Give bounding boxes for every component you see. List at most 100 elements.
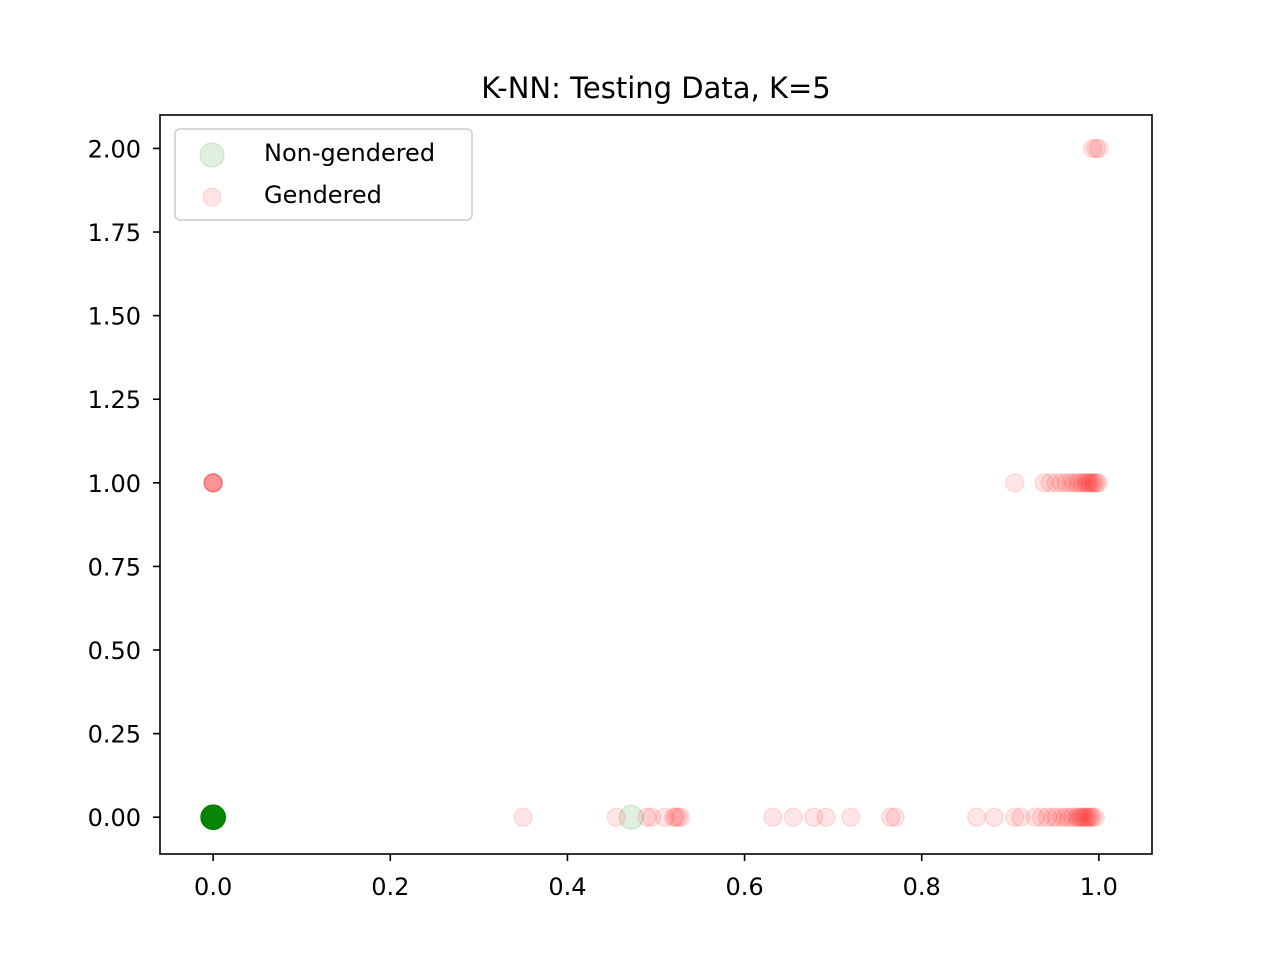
gendered-point	[1086, 473, 1106, 493]
gendered-point	[1070, 807, 1091, 827]
non-gendered-point	[200, 804, 226, 830]
gendered-point	[1082, 807, 1103, 827]
gendered-point	[1037, 807, 1058, 827]
gendered-point	[1081, 473, 1101, 493]
gendered-point	[1058, 807, 1079, 827]
gendered-point	[1025, 807, 1045, 827]
legend-label-gendered: Gendered	[264, 181, 382, 209]
y-tick-label: 0.00	[88, 804, 141, 832]
y-tick-label: 1.50	[88, 303, 141, 331]
gendered-point	[841, 807, 861, 827]
y-tick-label: 2.00	[88, 135, 141, 163]
points-layer	[200, 138, 1109, 830]
gendered-point	[203, 473, 223, 493]
gendered-point	[1011, 807, 1031, 827]
gendered-point	[203, 473, 223, 493]
gendered-point	[763, 807, 783, 827]
gendered-point	[984, 807, 1005, 827]
gendered-point	[1051, 807, 1072, 827]
gendered-point	[1046, 473, 1067, 493]
non-gendered-point	[200, 804, 226, 830]
legend: Non-gendered Gendered	[174, 128, 473, 221]
plot-frame	[159, 114, 1153, 855]
gendered-point	[1062, 807, 1083, 827]
gendered-point	[671, 807, 691, 827]
x-axis: 0.0 0.2 0.4 0.6 0.8 1.0	[194, 854, 1118, 901]
non-gendered-point	[200, 804, 226, 830]
gendered-point	[1040, 473, 1060, 493]
y-tick-label: 1.00	[88, 470, 141, 498]
gendered-point	[665, 807, 686, 827]
gendered-point	[1034, 473, 1054, 493]
gendered-point	[1085, 807, 1106, 827]
y-tick-label: 0.75	[88, 553, 141, 581]
non-gendered-point	[200, 804, 226, 830]
non-gendered-point	[200, 804, 226, 830]
gendered-point	[606, 807, 626, 827]
gendered-point	[1081, 807, 1101, 827]
non-gendered-point	[200, 804, 226, 830]
gendered-point	[1082, 138, 1103, 159]
non-gendered-point	[200, 804, 226, 830]
gendered-point	[783, 807, 804, 827]
x-tick-label: 0.2	[371, 873, 409, 901]
gendered-point	[203, 473, 223, 493]
gendered-point	[1066, 807, 1086, 827]
plot-area	[160, 115, 1152, 854]
gendered-point	[1072, 807, 1092, 827]
gendered-point	[1079, 473, 1099, 493]
non-gendered-point	[200, 804, 226, 830]
legend-marker-gendered	[202, 187, 222, 207]
gendered-point	[816, 807, 836, 827]
non-gendered-point	[200, 804, 226, 830]
y-tick-label: 1.75	[88, 219, 141, 247]
non-gendered-point	[200, 804, 226, 830]
gendered-point	[1051, 473, 1072, 493]
non-gendered-point	[200, 804, 226, 830]
non-gendered-point	[200, 804, 226, 830]
gendered-point	[966, 807, 987, 827]
y-tick-label: 0.25	[88, 721, 141, 749]
gendered-point	[1004, 807, 1025, 827]
x-tick-label: 0.8	[903, 873, 941, 901]
x-tick-label: 0.0	[194, 873, 232, 901]
gendered-point	[1056, 473, 1076, 493]
gendered-point	[1075, 473, 1096, 493]
gendered-point	[1089, 138, 1109, 159]
gendered-point	[1073, 473, 1093, 493]
gendered-point	[1074, 807, 1094, 827]
gendered-point	[637, 807, 657, 827]
gendered-point	[1082, 473, 1103, 493]
gendered-point	[1055, 807, 1075, 827]
legend-label-non-gendered: Non-gendered	[264, 139, 435, 167]
gendered-point	[1043, 807, 1063, 827]
gendered-point	[1064, 473, 1084, 493]
gendered-point	[803, 807, 824, 827]
non-gendered-point	[200, 804, 226, 830]
gendered-point	[1067, 473, 1088, 493]
gendered-point	[203, 473, 223, 493]
gendered-point	[203, 473, 223, 493]
gendered-point	[1077, 807, 1098, 827]
x-tick-label: 1.0	[1080, 873, 1118, 901]
gendered-point	[880, 807, 901, 827]
non-gendered-point	[200, 804, 226, 830]
non-gendered-point	[200, 804, 226, 830]
non-gendered-point	[200, 804, 226, 830]
gendered-point	[1004, 473, 1025, 493]
gendered-point	[1031, 807, 1052, 827]
y-axis: 0.00 0.25 0.50 0.75 1.00 1.25 1.50 1.75 2.00	[88, 135, 160, 832]
non-gendered-point	[200, 804, 226, 830]
gendered-point	[663, 807, 684, 827]
non-gendered-point	[200, 804, 226, 830]
non-gendered-point	[200, 804, 226, 830]
legend-box	[174, 128, 473, 221]
y-tick-label: 0.50	[88, 637, 141, 665]
gendered-point	[513, 807, 533, 827]
non-gendered-point	[200, 804, 226, 830]
gendered-point	[1075, 807, 1096, 827]
gendered-point	[1068, 807, 1089, 827]
x-tick-label: 0.4	[548, 873, 586, 901]
non-gendered-point	[200, 804, 226, 830]
